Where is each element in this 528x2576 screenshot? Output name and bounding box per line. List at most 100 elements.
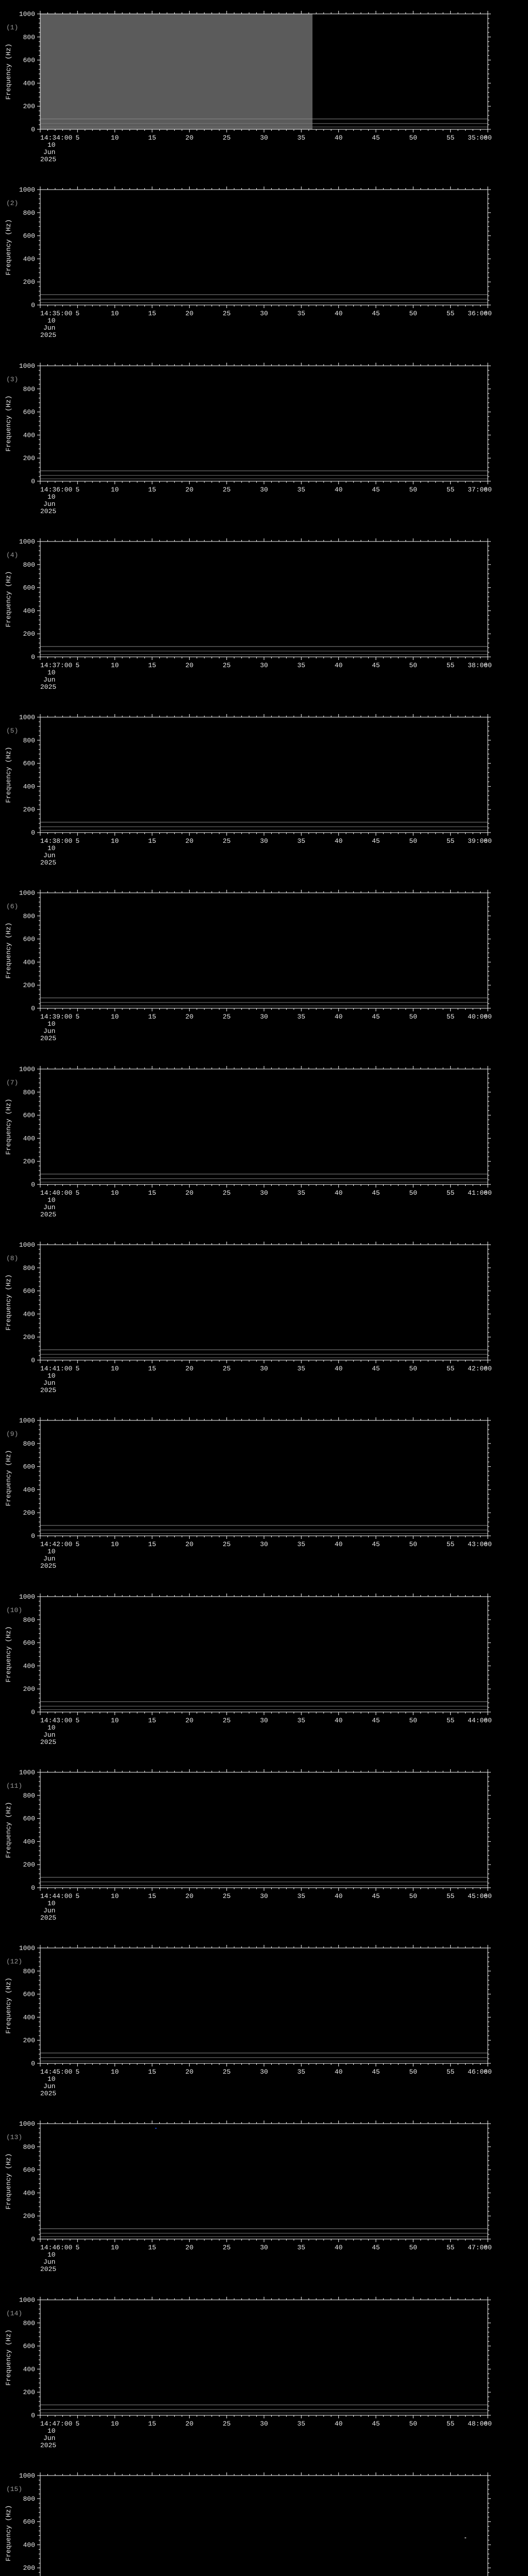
svg-text:(13): (13) [6, 2133, 22, 2141]
svg-text:30: 30 [260, 837, 268, 845]
svg-text:35: 35 [298, 2068, 306, 2076]
svg-text:200: 200 [23, 454, 35, 462]
svg-text:2025: 2025 [40, 1211, 56, 1218]
svg-text:200: 200 [23, 1333, 35, 1341]
svg-text:36:00: 36:00 [468, 310, 488, 317]
svg-text:0: 0 [31, 126, 35, 133]
svg-text:1000: 1000 [19, 186, 35, 194]
svg-text:25: 25 [223, 1013, 231, 1021]
svg-text:45: 45 [372, 1717, 380, 1724]
svg-text:35:00: 35:00 [468, 134, 488, 142]
svg-text:(11): (11) [6, 1782, 22, 1790]
svg-text:200: 200 [23, 1861, 35, 1869]
svg-text:1000: 1000 [19, 1065, 35, 1073]
svg-text:2025: 2025 [40, 156, 56, 163]
svg-text:800: 800 [23, 1616, 35, 1623]
svg-text:2025: 2025 [40, 1914, 56, 1922]
svg-text:200: 200 [23, 982, 35, 990]
svg-text:50: 50 [409, 1189, 418, 1197]
svg-text:25: 25 [223, 2068, 231, 2076]
svg-text:25: 25 [223, 837, 231, 845]
svg-text:400: 400 [23, 256, 35, 263]
svg-text:200: 200 [23, 2564, 35, 2572]
svg-text:41:00: 41:00 [468, 1189, 488, 1197]
svg-text:35: 35 [298, 662, 306, 669]
svg-text:1000: 1000 [19, 2296, 35, 2304]
svg-text:(7): (7) [6, 1079, 18, 1087]
svg-text:35: 35 [298, 1540, 306, 1548]
svg-text:600: 600 [23, 1815, 35, 1822]
svg-text:600: 600 [23, 2518, 35, 2526]
svg-text:48:00: 48:00 [468, 2420, 488, 2428]
svg-text:800: 800 [23, 33, 35, 41]
svg-text:Jun: Jun [43, 1204, 55, 1211]
svg-text:10: 10 [111, 2420, 119, 2428]
svg-text:Jun: Jun [43, 852, 55, 859]
svg-text:30: 30 [260, 134, 268, 142]
svg-text:20: 20 [186, 837, 194, 845]
svg-text:55: 55 [447, 1365, 455, 1372]
svg-text:15: 15 [148, 1892, 156, 1900]
svg-text:1000: 1000 [19, 889, 35, 897]
svg-text:200: 200 [23, 103, 35, 110]
svg-text:30: 30 [260, 662, 268, 669]
svg-text:55: 55 [447, 2068, 455, 2076]
svg-text:20: 20 [186, 1189, 194, 1197]
svg-text:40: 40 [335, 837, 343, 845]
svg-text:35: 35 [298, 1189, 306, 1197]
svg-text:42:00: 42:00 [468, 1365, 488, 1372]
svg-text:Jun: Jun [43, 500, 55, 508]
svg-text:Jun: Jun [43, 2258, 55, 2266]
svg-text:50: 50 [409, 310, 418, 317]
svg-text:30: 30 [260, 2420, 268, 2428]
svg-text:15: 15 [148, 1717, 156, 1724]
svg-text:30: 30 [260, 1013, 268, 1021]
svg-text:(15): (15) [6, 2485, 22, 2493]
svg-text:35: 35 [298, 837, 306, 845]
svg-text:(9): (9) [6, 1430, 18, 1438]
svg-text:400: 400 [23, 1486, 35, 1494]
svg-text:40:00: 40:00 [468, 1013, 488, 1021]
svg-text:50: 50 [409, 2068, 418, 2076]
svg-text:400: 400 [23, 1838, 35, 1845]
svg-text:Frequency (Hz): Frequency (Hz) [5, 1098, 12, 1155]
svg-text:1000: 1000 [19, 362, 35, 370]
svg-text:14:37:00: 14:37:00 [40, 662, 72, 669]
svg-text:10: 10 [47, 2251, 56, 2259]
svg-text:Jun: Jun [43, 1027, 55, 1035]
svg-text:20: 20 [186, 662, 194, 669]
svg-text:35: 35 [298, 1717, 306, 1724]
svg-text:50: 50 [409, 486, 418, 494]
svg-text:25: 25 [223, 134, 231, 142]
svg-text:0: 0 [31, 1708, 35, 1716]
svg-text:50: 50 [409, 837, 418, 845]
svg-text:0: 0 [31, 2235, 35, 2243]
svg-text:200: 200 [23, 806, 35, 814]
svg-text:Jun: Jun [43, 1555, 55, 1563]
svg-text:50: 50 [409, 1540, 418, 1548]
svg-text:10: 10 [47, 1548, 56, 1555]
svg-text:38:00: 38:00 [468, 662, 488, 669]
svg-text:2025: 2025 [40, 683, 56, 691]
svg-text:1000: 1000 [19, 1769, 35, 1776]
svg-text:40: 40 [335, 1189, 343, 1197]
svg-text:50: 50 [409, 134, 418, 142]
svg-text:20: 20 [186, 310, 194, 317]
svg-text:2025: 2025 [40, 859, 56, 867]
svg-text:10: 10 [47, 141, 56, 149]
svg-text:10: 10 [111, 1892, 119, 1900]
svg-text:14:46:00: 14:46:00 [40, 2244, 72, 2251]
svg-text:800: 800 [23, 737, 35, 744]
svg-text:35: 35 [298, 1892, 306, 1900]
svg-text:10: 10 [111, 134, 119, 142]
svg-text:15: 15 [148, 1365, 156, 1372]
svg-text:55: 55 [447, 1013, 455, 1021]
svg-text:39:00: 39:00 [468, 837, 488, 845]
svg-text:50: 50 [409, 2244, 418, 2251]
svg-text:55: 55 [447, 2244, 455, 2251]
svg-text:10: 10 [47, 1900, 56, 1907]
svg-text:600: 600 [23, 936, 35, 943]
svg-text:5: 5 [75, 310, 79, 317]
svg-text:1000: 1000 [19, 1417, 35, 1425]
svg-text:45: 45 [372, 837, 380, 845]
